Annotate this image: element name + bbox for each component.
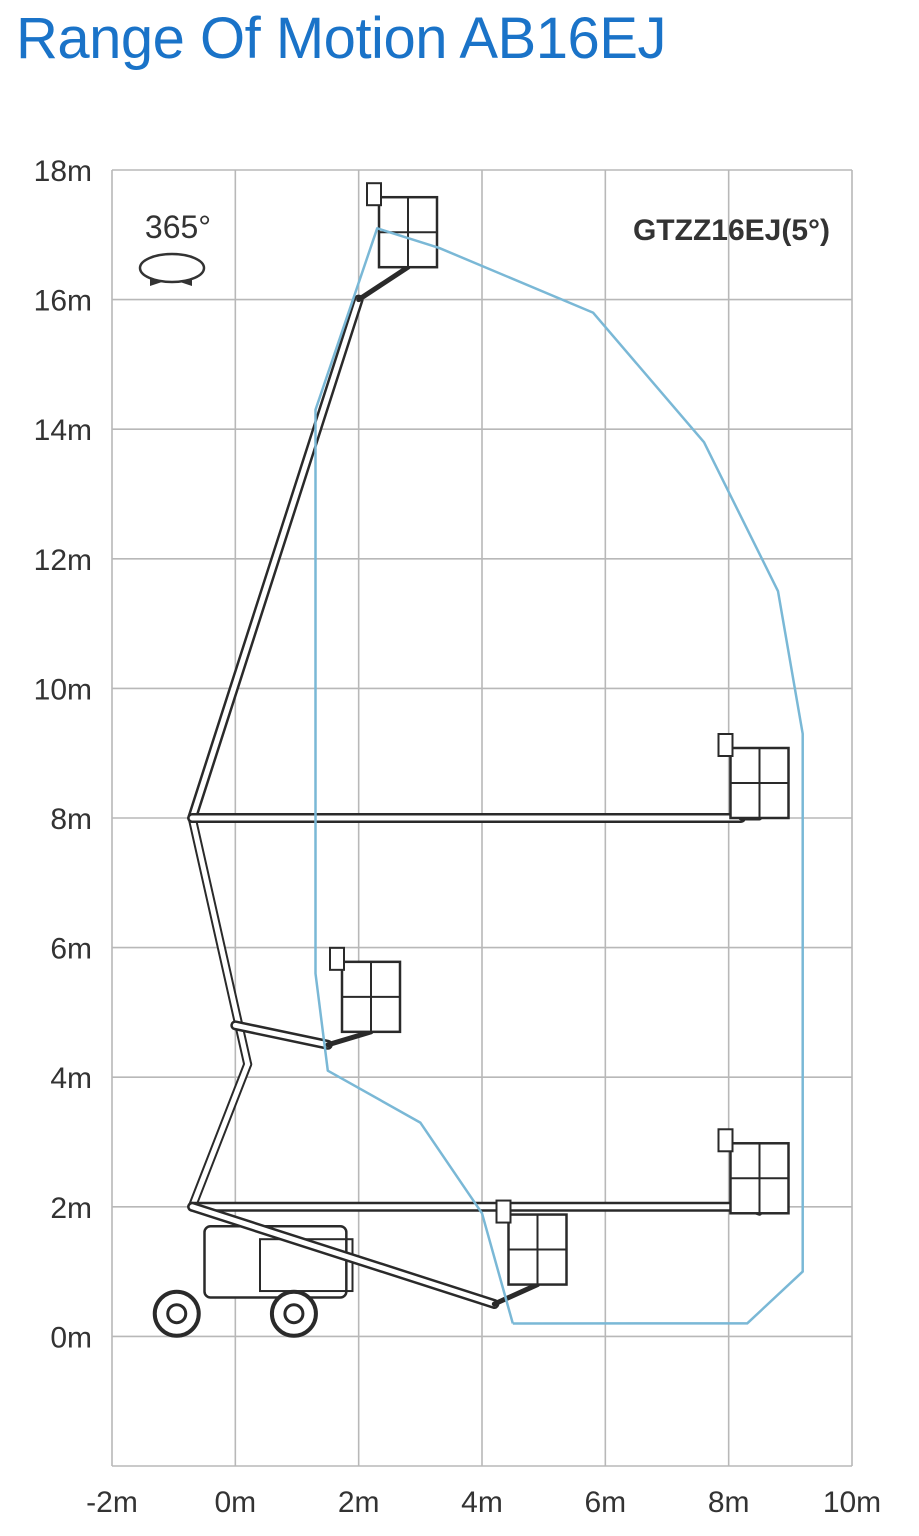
- y-tick-label: 8m: [50, 803, 92, 836]
- y-tick-label: 14m: [34, 414, 92, 447]
- machine-base: [152, 1224, 354, 1338]
- platform-basket: [329, 946, 402, 1034]
- y-tick-label: 2m: [50, 1192, 92, 1225]
- x-tick-label: -2m: [86, 1486, 138, 1519]
- boom-arm-inner: [232, 1022, 331, 1048]
- platform-basket: [717, 733, 790, 820]
- control-box: [717, 1128, 734, 1153]
- x-axis-ticks: -2m 0m 2m 4m 6m 8m 10m: [86, 1486, 881, 1519]
- platform-basket: [495, 1199, 568, 1286]
- y-tick-label: 0m: [50, 1321, 92, 1354]
- y-tick-label: 10m: [34, 673, 92, 706]
- working-envelope: [314, 227, 804, 1325]
- y-axis-ticks: 18m 16m 14m 12m 10m 8m 6m 4m 2m 0m: [34, 155, 92, 1354]
- wheel-hub: [283, 1303, 305, 1325]
- platform-basket: [717, 1128, 790, 1215]
- x-tick-label: 2m: [338, 1486, 380, 1519]
- model-label: GTZZ16EJ(5°): [633, 214, 830, 247]
- machine-drawings: [152, 182, 790, 1338]
- lower-riser-inner: [189, 1061, 251, 1210]
- page-title: Range Of Motion AB16EJ: [16, 6, 666, 71]
- rotation-arrows-icon: [138, 252, 206, 286]
- y-tick-label: 18m: [34, 155, 92, 188]
- jib-arm: [356, 264, 411, 303]
- x-tick-label: 10m: [823, 1486, 881, 1519]
- wheel: [152, 1289, 201, 1338]
- wheel-hub: [166, 1303, 188, 1325]
- control-box: [366, 182, 382, 207]
- x-tick-label: 6m: [584, 1486, 626, 1519]
- y-tick-label: 4m: [50, 1062, 92, 1095]
- x-tick-label: 0m: [214, 1486, 256, 1519]
- jib-arm: [491, 1282, 540, 1307]
- y-tick-label: 12m: [34, 544, 92, 577]
- rotation-label: 365°: [145, 209, 211, 245]
- y-tick-label: 6m: [50, 933, 92, 966]
- x-tick-label: 4m: [461, 1486, 503, 1519]
- y-tick-label: 16m: [34, 285, 92, 318]
- jib-arm: [325, 1029, 374, 1048]
- platform-basket: [366, 182, 439, 269]
- control-box: [717, 733, 734, 757]
- wheel: [269, 1289, 318, 1338]
- control-box: [329, 946, 345, 971]
- control-box: [495, 1199, 512, 1224]
- x-tick-label: 8m: [708, 1486, 750, 1519]
- boom-arm-inner: [189, 1204, 497, 1307]
- boom-arm-inner: [189, 297, 362, 821]
